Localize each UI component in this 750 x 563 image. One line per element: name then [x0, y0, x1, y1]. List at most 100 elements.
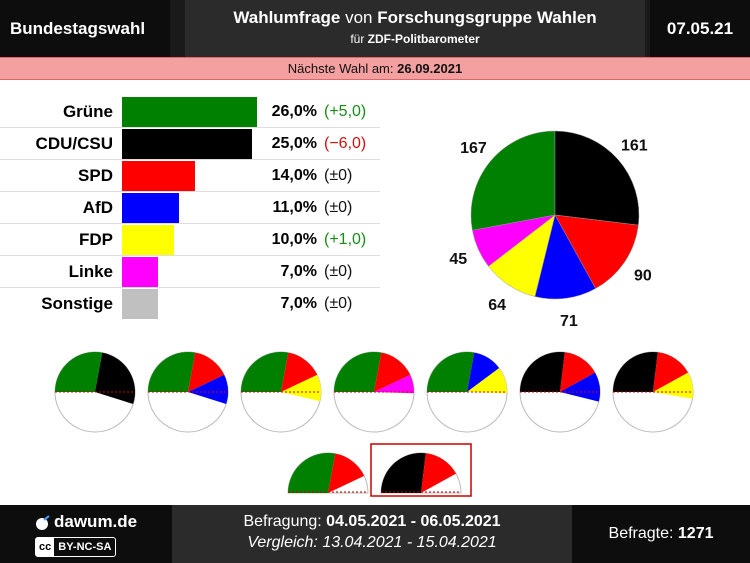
coalition-slice [241, 352, 289, 392]
party-change: (−6,0) [324, 135, 367, 152]
result-row: SPD 14,0% (±0) [0, 160, 380, 192]
coalition-slice [95, 352, 135, 405]
result-row: CDU/CSU 25,0% (−6,0) [0, 128, 380, 160]
coalition-slice [560, 352, 596, 392]
survey-period: Befragung: 04.05.2021 - 06.05.2021 [172, 513, 572, 531]
seat-distribution-pie: 167 161 90 71 64 45 [449, 130, 652, 330]
seat-label: 64 [488, 297, 506, 314]
next-election-banner: Nächste Wahl am: 26.09.2021 [0, 57, 750, 80]
result-row: AfD 11,0% (±0) [0, 192, 380, 224]
party-name: Sonstige [41, 294, 113, 313]
poll-client: für ZDF-Politbarometer [185, 32, 645, 46]
party-name: AfD [82, 198, 113, 217]
poll-title-word: Wahlumfrage [233, 8, 341, 27]
party-bar [122, 193, 180, 223]
coalition-slice [288, 453, 336, 493]
party-bar [122, 225, 174, 255]
election-title: Bundestagswahl [0, 0, 170, 57]
coalition-slice [427, 352, 475, 392]
party-change: (±0) [324, 199, 353, 216]
seat-label: 45 [449, 251, 467, 268]
party-percent: 11,0% [272, 199, 317, 216]
result-row: Grüne 26,0% (+5,0) [0, 96, 380, 128]
header: Bundestagswahl Wahlumfrage von Forschung… [0, 0, 750, 57]
coalition-slice [188, 374, 228, 405]
coalition-slice [188, 352, 225, 392]
coalition-slice [653, 352, 689, 392]
party-bar [122, 129, 252, 159]
seat-slice [554, 214, 639, 289]
license-badge[interactable]: cc BY-NC-SA [35, 537, 117, 557]
pollster-name: Forschungsgruppe Wahlen [377, 8, 597, 27]
result-row: Sonstige 7,0% (±0) [0, 288, 380, 320]
compare-period: Vergleich: 13.04.2021 - 15.04.2021 [247, 534, 497, 551]
party-name: Grüne [62, 102, 113, 121]
footer-brand: dawum.de cc BY-NC-SA [0, 505, 172, 563]
party-change: (±0) [324, 263, 353, 280]
party-name: FDP [79, 230, 113, 249]
party-change: (±0) [324, 167, 353, 184]
results-table: Grüne 26,0% (+5,0) CDU/CSU 25,0% (−6,0) SPD 14,… [0, 96, 380, 320]
poll-title-block: Wahlumfrage von Forschungsgruppe Wahlen … [185, 0, 645, 57]
party-percent: 14,0% [271, 167, 317, 184]
coalition-slice [467, 368, 507, 394]
seat-label: 167 [460, 140, 487, 157]
highlight-frame [370, 443, 472, 497]
license-text: BY-NC-SA [58, 541, 112, 553]
coalition-slice [374, 374, 414, 394]
footer: dawum.de cc BY-NC-SA Befragung: 04.05.20… [0, 505, 750, 563]
party-percent: 26,0% [271, 103, 317, 120]
party-change: (±0) [324, 295, 353, 312]
party-name: Linke [68, 262, 113, 281]
party-change: (+1,0) [324, 231, 367, 248]
coalition-slice [281, 352, 318, 392]
globe-icon [36, 515, 50, 530]
seat-slice [470, 130, 556, 231]
poll-period: Befragung: 04.05.2021 - 06.05.2021 Vergl… [172, 505, 572, 563]
poll-client-prefix: für [350, 32, 368, 46]
coalition-slice [613, 352, 658, 392]
coalition-slice [55, 352, 103, 392]
coalition-slice [328, 453, 365, 493]
seat-slice [472, 214, 556, 267]
party-percent: 25,0% [271, 135, 317, 152]
seat-slice [554, 130, 640, 226]
respondents-label: Befragte: [608, 525, 678, 542]
seat-label: 90 [634, 267, 652, 284]
coalition-slice [148, 352, 196, 392]
result-row: Linke 7,0% (±0) [0, 256, 380, 288]
party-name: SPD [78, 166, 113, 185]
respondents-value: 1271 [677, 525, 714, 542]
coalition-slice [467, 352, 500, 392]
publish-date: 07.05.21 [650, 0, 750, 57]
party-name: CDU/CSU [35, 134, 113, 153]
coalition-slice [334, 352, 382, 392]
party-bar [122, 289, 159, 319]
coalition-slice [421, 453, 457, 493]
site-name[interactable]: dawum.de [54, 512, 138, 531]
poll-title: Wahlumfrage von Forschungsgruppe Wahlen [185, 8, 645, 28]
coalition-slice [520, 352, 565, 392]
poll-client-name: ZDF-Politbarometer [367, 32, 480, 46]
next-election-date: 26.09.2021 [397, 61, 463, 76]
seat-label: 161 [621, 138, 648, 155]
seat-label: 71 [560, 313, 578, 330]
party-bar [122, 161, 195, 191]
result-row: FDP 10,0% (+1,0) [0, 224, 380, 256]
party-percent: 7,0% [280, 263, 317, 280]
coalition-charts [54, 351, 694, 497]
party-percent: 7,0% [280, 295, 317, 312]
party-change: (+5,0) [324, 103, 367, 120]
respondents: Befragte: 1271 [572, 505, 750, 563]
survey-period-value: 04.05.2021 - 06.05.2021 [326, 513, 501, 530]
coalition-slice [281, 374, 321, 402]
coalition-slice [374, 352, 411, 392]
coalition-slice [381, 453, 426, 493]
poll-title-joiner: von [340, 8, 378, 27]
next-election-label: Nächste Wahl am: [287, 61, 398, 76]
party-bar [122, 257, 159, 287]
party-bar [122, 97, 257, 127]
party-percent: 10,0% [271, 231, 317, 248]
survey-period-label: Befragung: [243, 513, 327, 530]
cc-icon: cc [36, 538, 55, 556]
